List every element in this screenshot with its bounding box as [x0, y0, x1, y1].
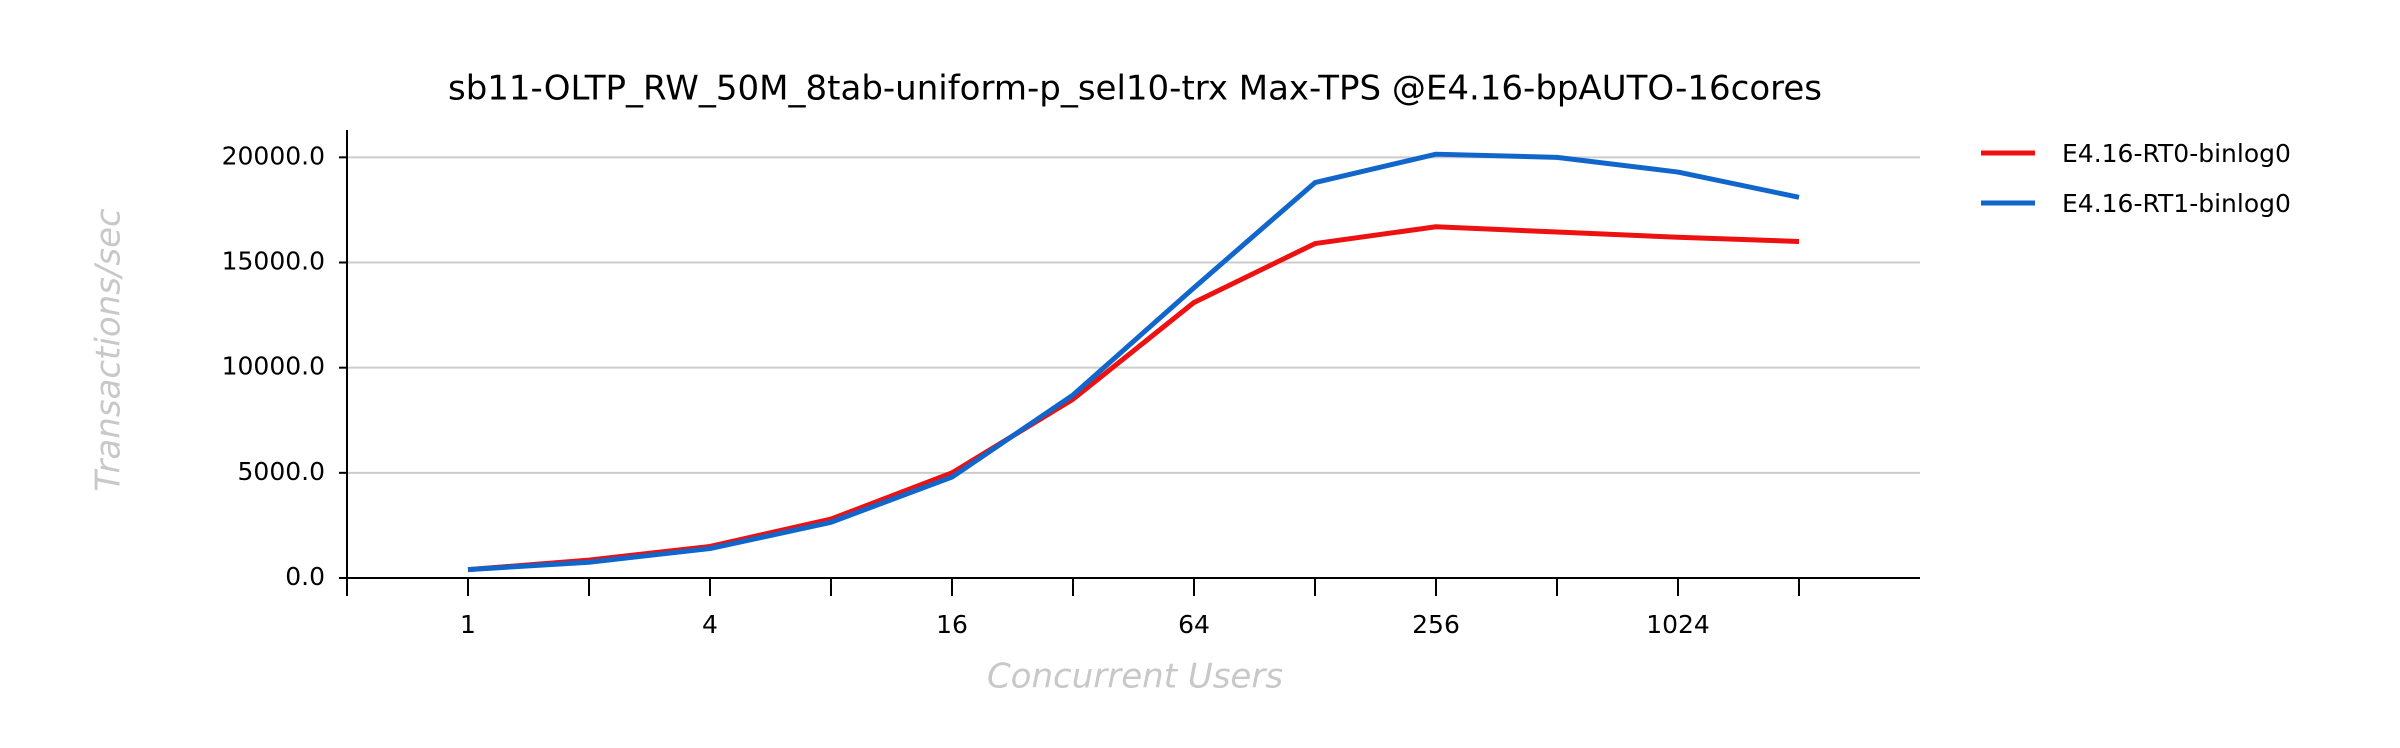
chart-title: sb11-OLTP_RW_50M_8tab-uniform-p_sel10-tr… — [448, 69, 1822, 109]
x-tick-label: 16 — [936, 610, 968, 639]
x-tick-label: 1 — [460, 610, 476, 639]
y-tick-label: 5000.0 — [238, 457, 325, 486]
line-series — [467, 224, 1800, 573]
y-tick-label: 10000.0 — [222, 352, 325, 381]
x-tick-label: 64 — [1178, 610, 1210, 639]
x-tick-label: 1024 — [1646, 610, 1710, 639]
y-tick-label: 0.0 — [285, 562, 325, 591]
x-tick-label: 256 — [1412, 610, 1460, 639]
x-tick-label: 4 — [702, 610, 718, 639]
x-axis-label: Concurrent Users — [987, 657, 1283, 697]
legend-label: E4.16-RT1-binlog0 — [2062, 189, 2291, 218]
y-tick-label: 20000.0 — [222, 141, 325, 170]
y-tick-label: 15000.0 — [222, 247, 325, 276]
line-series — [467, 151, 1800, 573]
legend-label: E4.16-RT0-binlog0 — [2062, 139, 2291, 168]
y-axis-label: Transactions/sec — [89, 208, 129, 492]
